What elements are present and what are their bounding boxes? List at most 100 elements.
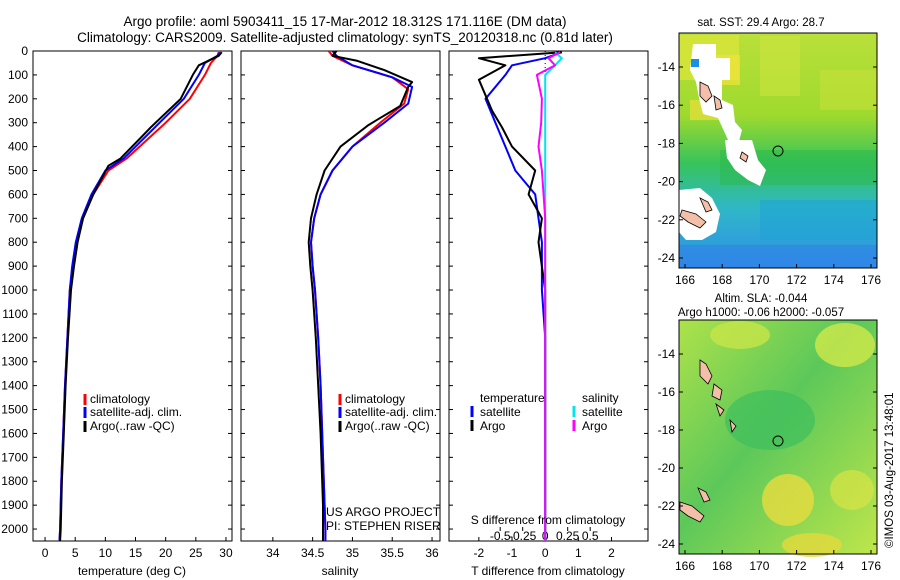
x-tick-label: 2 <box>608 546 615 560</box>
salinity-x-tick-label: 0.25 <box>556 529 580 543</box>
x-tick-label: 5 <box>72 546 79 560</box>
depth-tick-label: 1400 <box>1 379 28 393</box>
map-y-tick-label: -20 <box>658 175 676 189</box>
legend-sal-argo: Argo <box>582 419 608 433</box>
map-y-tick-label: -24 <box>658 537 676 551</box>
map-y-tick-label: -14 <box>658 60 676 74</box>
series-line <box>535 51 561 541</box>
map-y-tick-label: -18 <box>658 136 676 150</box>
map-y-tick-label: -24 <box>658 251 676 265</box>
s-difference-xlabel: S difference from climatology <box>471 513 626 527</box>
profile-location-marker <box>772 435 784 447</box>
x-tick-label: 10 <box>99 546 113 560</box>
depth-tick-label: 2000 <box>1 522 28 536</box>
legend-climatology: climatology <box>345 392 405 406</box>
map-x-tick-label: 166 <box>675 273 695 287</box>
depth-tick-label: 900 <box>8 259 28 273</box>
legend-salinity-header: salinity <box>582 391 619 405</box>
depth-tick-label: 1300 <box>1 355 28 369</box>
legend-sal-satellite: satellite <box>582 405 623 419</box>
x-tick-label: 34.5 <box>301 546 325 560</box>
depth-tick-label: 100 <box>8 68 28 82</box>
series-line <box>310 51 414 541</box>
series-line <box>307 51 414 541</box>
depth-tick-label: 1700 <box>1 450 28 464</box>
pi-label: PI: STEPHEN RISER <box>326 519 441 533</box>
depth-tick-label: 300 <box>8 116 28 130</box>
temperature-chart: 0 5 10 15 20 25 30 <box>33 50 233 560</box>
map-x-tick-label: 172 <box>787 273 807 287</box>
difference-legend: temperature salinity satellite Argo sate… <box>470 391 623 433</box>
x-tick-label: 0 <box>42 546 49 560</box>
temperature-xlabel: temperature (deg C) <box>78 564 186 578</box>
map-y-tick-label: -22 <box>658 499 676 513</box>
x-tick-label: -2 <box>474 546 485 560</box>
sst-map-axes: 166 168 170 172 174 176 -14 -16 -18 -20 -22 -24 <box>658 60 882 287</box>
map-x-tick-label: 170 <box>749 559 769 573</box>
sla-map <box>678 319 878 557</box>
depth-tick-label: 0 <box>21 44 28 58</box>
map-x-tick-label: 170 <box>749 273 769 287</box>
series-group <box>58 51 223 541</box>
depth-tick-label: 400 <box>8 140 28 154</box>
x-tick-label: 36 <box>425 546 439 560</box>
salinity-panel <box>240 50 441 542</box>
x-tick-label: 35 <box>346 546 360 560</box>
series-group <box>477 51 563 541</box>
sst-map <box>678 32 878 269</box>
x-tick-label: 20 <box>159 546 173 560</box>
t-difference-xlabel: T difference from climatology <box>471 564 625 578</box>
salinity-chart: 34 34.5 35 35.5 36 <box>241 50 440 560</box>
map-y-tick-label: -22 <box>658 213 676 227</box>
depth-tick-label: 1600 <box>1 426 28 440</box>
map-x-tick-label: 172 <box>787 559 807 573</box>
temperature-legend: climatology satellite-adj. clim. Argo(..… <box>83 392 182 433</box>
legend-climatology: climatology <box>90 392 150 406</box>
salinity-x-tick-label: 0.5 <box>582 529 599 543</box>
map-x-tick-label: 168 <box>712 559 732 573</box>
map-x-tick-label: 174 <box>824 559 844 573</box>
series-group <box>307 51 414 541</box>
x-tick-label: -1 <box>507 546 518 560</box>
depth-tick-label: 1800 <box>1 474 28 488</box>
profile-location-marker <box>772 145 784 157</box>
depth-axis: 0 100 200 300 400 500 600 700 800 900 1000 1100 1200… <box>1 44 28 536</box>
map-x-tick-label: 176 <box>861 273 881 287</box>
title-line-2: Climatology: CARS2009. Satellite-adjuste… <box>77 30 613 45</box>
legend-temp-argo: Argo <box>480 419 506 433</box>
imos-credit: ©IMOS 03-Aug-2017 13:48:01 <box>884 392 896 548</box>
legend-temp-satellite: satellite <box>480 405 521 419</box>
salinity-x-tick-label: -0.5 <box>490 529 511 543</box>
salinity-legend: climatology satellite-adj. clim. Argo(..… <box>338 392 437 433</box>
depth-tick-label: 800 <box>8 235 28 249</box>
legend-satellite-adj: satellite-adj. clim. <box>90 405 182 419</box>
legend-temperature-header: temperature <box>480 391 545 405</box>
title-line-1: Argo profile: aoml 5903411_15 17-Mar-201… <box>123 14 566 29</box>
depth-tick-label: 200 <box>8 92 28 106</box>
series-line <box>484 51 563 541</box>
map-y-tick-label: -16 <box>658 98 676 112</box>
map-y-tick-label: -14 <box>658 347 676 361</box>
sla-map-title-2: Argo h1000: -0.06 h2000: -0.057 <box>678 307 844 319</box>
difference-panel <box>448 50 649 542</box>
x-tick-label: 25 <box>189 546 203 560</box>
map-x-tick-label: 166 <box>675 559 695 573</box>
x-tick-label: 35.5 <box>381 546 405 560</box>
legend-satellite-adj: satellite-adj. clim. <box>345 405 437 419</box>
sla-map-axes: 166 168 170 172 174 176 -14 -16 -18 -20 -22 -24 <box>658 347 882 573</box>
depth-tick-label: 1100 <box>2 307 28 321</box>
x-tick-label: 30 <box>219 546 233 560</box>
depth-tick-label: 1200 <box>1 331 28 345</box>
map-y-tick-label: -20 <box>658 461 676 475</box>
map-x-tick-label: 176 <box>861 559 881 573</box>
x-tick-label: 0 <box>542 546 549 560</box>
temperature-panel <box>32 50 233 542</box>
salinity-xlabel: salinity <box>322 564 359 578</box>
x-tick-label: 1 <box>575 546 582 560</box>
project-label: US ARGO PROJECT <box>326 505 441 519</box>
depth-tick-label: 1500 <box>1 403 28 417</box>
map-y-tick-label: -18 <box>658 423 676 437</box>
legend-argo: Argo(..raw -QC) <box>90 419 175 433</box>
